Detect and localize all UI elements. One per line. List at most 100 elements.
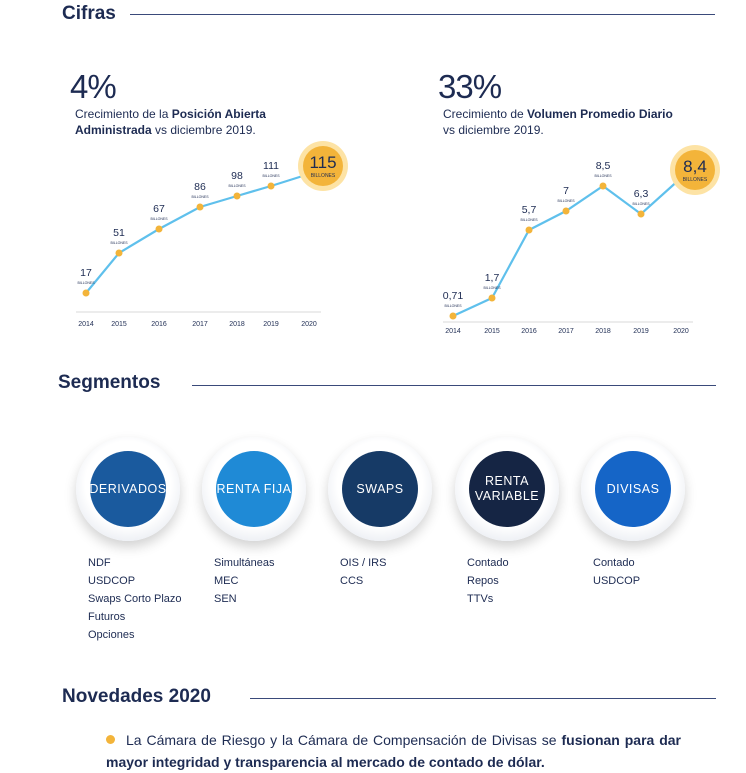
unit-label: BILLONES: [228, 184, 246, 188]
data-point: [562, 207, 570, 215]
unit-label: BILLONES: [557, 199, 575, 203]
kpi-right-description: Crecimiento de Volumen Promedio Diario v…: [443, 106, 673, 138]
data-label: 111: [263, 160, 279, 172]
segment-product-list: OIS / IRS CCS: [340, 554, 386, 590]
section-divider: [130, 14, 715, 15]
data-label: 17: [80, 267, 92, 279]
highlight-halo: [298, 141, 348, 191]
data-label: 115: [309, 153, 336, 172]
kpi-right-desc-pre: Crecimiento de: [443, 107, 528, 121]
segment-product-list: NDF USDCOP Swaps Corto Plazo Futuros Opcione…: [88, 554, 182, 644]
data-point: [267, 182, 275, 190]
unit-label: BILLONES: [77, 281, 95, 285]
segment-product-item: Simultáneas: [214, 557, 275, 569]
unit-label: BILLONES: [110, 241, 128, 245]
x-tick-label: 2014: [445, 328, 461, 335]
segment-product-item: USDCOP: [593, 575, 641, 587]
highlight-point: [303, 146, 343, 186]
data-label: 67: [153, 203, 165, 215]
section-title-segmentos: Segmentos: [58, 372, 161, 393]
x-tick-label: 2020: [301, 321, 317, 328]
x-tick-label: 2014: [78, 321, 94, 328]
x-tick-label: 2017: [558, 328, 574, 335]
data-label: 6,3: [634, 188, 649, 200]
novedades-text-bold: fusionan para dar mayor integridad y tra…: [106, 732, 681, 770]
unit-label: BILLONES: [191, 195, 209, 199]
highlight-point: [675, 150, 715, 190]
segment-product-list: Contado USDCOP: [593, 554, 640, 590]
segment-product-item: Futuros: [88, 611, 126, 623]
data-label: 0,71: [443, 290, 464, 302]
segment-product-item: SEN: [214, 593, 237, 605]
data-point: [233, 192, 241, 200]
segment-circle: DIVISAS: [581, 437, 685, 541]
x-tick-label: 2019: [263, 321, 279, 328]
data-point: [637, 210, 645, 218]
unit-label: BILLONES: [594, 174, 612, 178]
unit-label: BILLONES: [632, 202, 650, 206]
data-label: 98: [231, 170, 243, 182]
segment-label: SWAPS: [342, 451, 418, 527]
data-label: 8,4: [683, 157, 707, 176]
segment-product-item: NDF: [88, 557, 111, 569]
data-label: 5,7: [522, 204, 537, 216]
kpi-left-description: Crecimiento de la Posición Abierta Admin…: [75, 106, 305, 138]
segment-circle: DERIVADOS: [76, 437, 180, 541]
segment-label: DERIVADOS: [89, 451, 166, 527]
segment-product-item: Contado: [467, 557, 509, 569]
segment-label: DIVISAS: [595, 451, 671, 527]
segment-product-item: Contado: [593, 557, 635, 569]
unit-label: BILLONES: [262, 174, 280, 178]
segment-product-item: TTVs: [467, 593, 494, 605]
kpi-left-percent: 4%: [70, 68, 117, 105]
section-divider: [250, 698, 716, 699]
data-label: 8,5: [596, 160, 611, 172]
segment-circle: RENTA VARIABLE: [455, 437, 559, 541]
kpi-left-desc-bold: Posición Abierta Administrada: [75, 107, 266, 137]
unit-label: BILLONES: [444, 304, 462, 308]
segment-product-item: Swaps Corto Plazo: [88, 593, 182, 605]
section-divider: [192, 385, 716, 386]
section-title-cifras: Cifras: [62, 3, 116, 24]
x-tick-label: 2016: [151, 321, 167, 328]
segment-product-item: CCS: [340, 575, 364, 587]
segment-label: RENTA FIJA: [216, 451, 292, 527]
unit-label: BILLONES: [483, 286, 501, 290]
novedades-text-pre: La Cámara de Riesgo y la Cámara de Compe…: [126, 732, 562, 748]
data-label: 7: [563, 185, 569, 197]
x-tick-label: 2020: [673, 328, 689, 335]
x-tick-label: 2016: [521, 328, 537, 335]
x-tick-label: 2019: [633, 328, 649, 335]
kpi-left-desc-pre: Crecimiento de la: [75, 107, 172, 121]
segment-circle: SWAPS: [328, 437, 432, 541]
unit-label: BILLONES: [311, 173, 336, 179]
data-label: 51: [113, 227, 125, 239]
kpi-right-desc-post: vs diciembre 2019.: [443, 123, 544, 137]
series-line: [452, 177, 682, 317]
segment-product-list: Simultáneas MEC SEN: [214, 554, 275, 608]
segment-product-list: Contado Repos TTVs: [467, 554, 509, 608]
segment-product-item: USDCOP: [88, 575, 136, 587]
segment-product-item: MEC: [214, 575, 239, 587]
kpi-left-desc-post: vs diciembre 2019.: [151, 123, 256, 137]
x-tick-label: 2015: [484, 328, 500, 335]
segment-product-item: Opciones: [88, 629, 135, 641]
data-point: [82, 289, 90, 297]
unit-label: BILLONES: [520, 218, 538, 222]
novedades-text: La Cámara de Riesgo y la Cámara de Compe…: [106, 729, 681, 773]
unit-label: BILLONES: [683, 177, 708, 183]
segment-label: RENTA VARIABLE: [469, 451, 545, 527]
data-label: 1,7: [485, 272, 500, 284]
data-point: [488, 294, 496, 302]
segment-product-item: Repos: [467, 575, 499, 587]
data-point: [599, 182, 607, 190]
kpi-right-percent: 33%: [438, 68, 502, 105]
kpi-right-desc-bold: Volumen Promedio Diario: [527, 107, 673, 121]
section-title-novedades: Novedades 2020: [62, 686, 211, 707]
segment-product-item: OIS / IRS: [340, 557, 387, 569]
data-point: [449, 312, 457, 320]
x-tick-label: 2018: [595, 328, 611, 335]
data-point: [155, 225, 163, 233]
segment-circle: RENTA FIJA: [202, 437, 306, 541]
x-tick-label: 2015: [111, 321, 127, 328]
